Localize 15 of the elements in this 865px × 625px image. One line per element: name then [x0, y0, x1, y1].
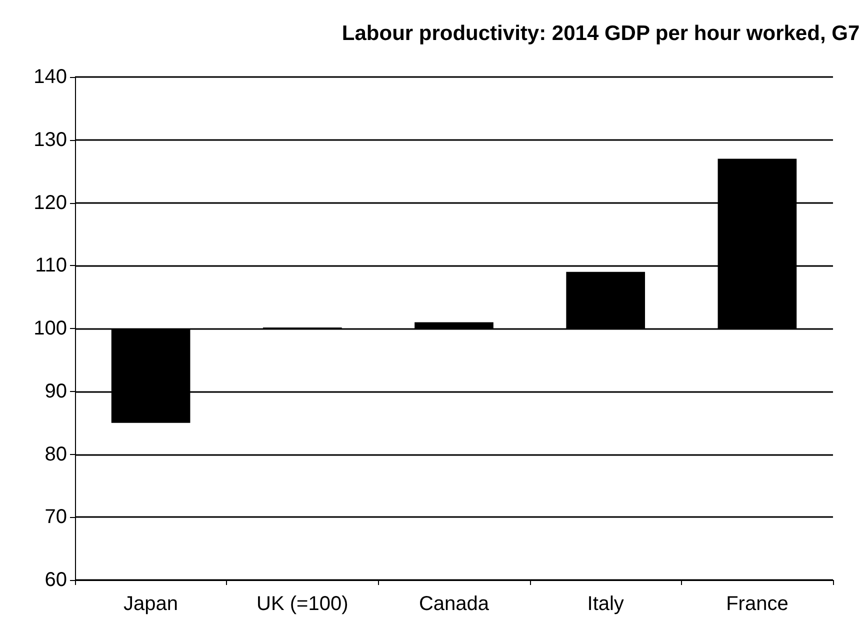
y-tick-label: 80 — [44, 443, 67, 466]
chart-title: Labour productivity: 2014 GDP per hour worked, G7 — [342, 22, 860, 45]
y-tick-label: 120 — [34, 192, 67, 214]
x-tick-label: Canada — [418, 593, 490, 615]
x-tick-label: Italy — [587, 593, 624, 615]
x-tick-label: UK (=100) — [256, 593, 348, 615]
y-tick-label: 60 — [44, 569, 67, 591]
x-tick-label: France — [726, 593, 788, 615]
x-tick-label: Japan — [124, 593, 178, 615]
y-tick-label: 130 — [34, 128, 67, 151]
y-tick-label: 110 — [35, 254, 67, 277]
y-tick-label: 140 — [34, 66, 67, 88]
y-tick-label: 100 — [34, 318, 67, 340]
y-tick-label: 90 — [44, 380, 67, 402]
y-tick-label: 70 — [44, 506, 67, 528]
